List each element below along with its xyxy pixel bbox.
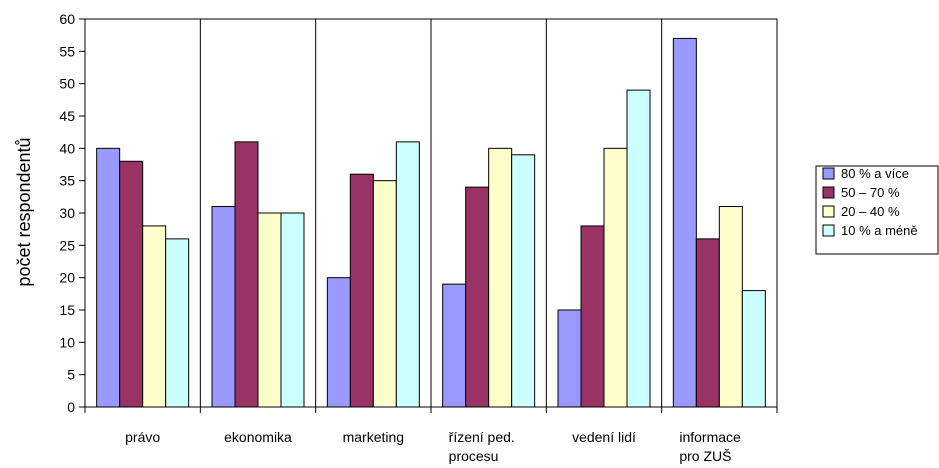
bar: [165, 238, 190, 408]
bar: [211, 206, 236, 408]
y-tick-label: 60: [59, 11, 75, 27]
x-tick-label: pro ZUŠ: [679, 448, 731, 464]
y-tick-label: 15: [59, 302, 75, 318]
x-tick-label: právo: [125, 429, 160, 445]
legend-label: 50 – 70 %: [841, 185, 900, 200]
bar: [142, 225, 167, 408]
bars-layer: [96, 37, 766, 408]
y-tick-label: 50: [59, 76, 75, 92]
y-tick-label: 55: [59, 43, 75, 59]
legend-box: [815, 165, 939, 255]
bar: [326, 277, 351, 408]
y-tick-label: 30: [59, 205, 75, 221]
legend-swatch: [822, 205, 835, 218]
y-tick-label: 0: [67, 399, 75, 415]
bar: [119, 160, 144, 408]
y-tick-label: 20: [59, 270, 75, 286]
x-tick-label: vedení lidí: [572, 429, 636, 445]
x-tick-label: ekonomika: [224, 429, 292, 445]
bar: [557, 309, 582, 408]
bar: [672, 37, 697, 408]
bar: [465, 186, 490, 408]
bar: [280, 212, 305, 408]
bar: [580, 225, 605, 408]
bar: [349, 173, 374, 408]
y-tick-label: 45: [59, 108, 75, 124]
bar: [372, 180, 397, 408]
legend-swatch: [822, 224, 835, 237]
bar: [442, 283, 467, 408]
legend-label: 10 % a méně: [841, 223, 918, 238]
x-tick-label: informace: [679, 429, 741, 445]
x-tick-label: procesu: [449, 448, 499, 464]
bar: [741, 290, 766, 408]
bar: [603, 147, 628, 408]
bar: [511, 154, 536, 408]
bar: [395, 141, 420, 408]
x-tick-label: marketing: [343, 429, 404, 445]
y-axis-title: počet respondentů: [14, 137, 34, 286]
legend-swatch: [822, 186, 835, 199]
y-tick-label: 25: [59, 237, 75, 253]
y-tick-label: 35: [59, 173, 75, 189]
axes-layer: 0 5 10 15 20 25 30 35 40 45 50 55 60 právo ekonomika ma…: [59, 11, 778, 464]
bar: [718, 206, 743, 408]
legend-label: 20 – 40 %: [841, 204, 900, 219]
y-tick-label: 10: [59, 334, 75, 350]
y-tick-label: 40: [59, 140, 75, 156]
bar: [488, 147, 513, 408]
x-tick-label: řízení ped.: [449, 429, 515, 445]
y-tick-label: 5: [67, 367, 75, 383]
legend-swatch: [822, 167, 835, 180]
bar: [96, 147, 121, 408]
bar: [234, 141, 259, 408]
legend-label: 80 % a více: [841, 166, 909, 181]
bar: [695, 238, 720, 408]
bar: [626, 89, 651, 408]
legend: 80 % a více 50 – 70 % 20 – 40 % 10 % a méně: [815, 165, 939, 255]
bar: [257, 212, 282, 408]
